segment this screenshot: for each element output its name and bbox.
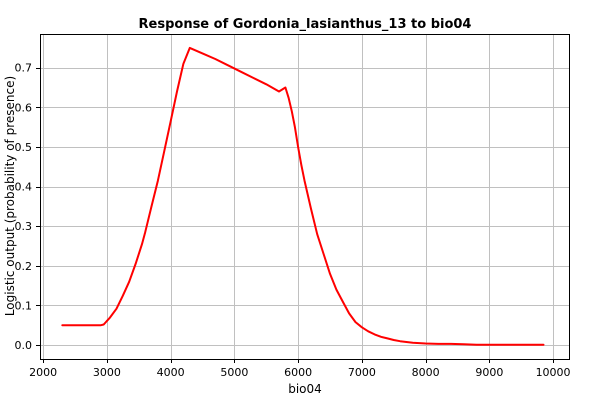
x-tick-label: 4000: [157, 366, 185, 379]
x-tick-label: 9000: [475, 366, 503, 379]
y-tick-label: 0.6: [15, 101, 33, 114]
chart-title: Response of Gordonia_lasianthus_13 to bi…: [139, 17, 472, 32]
axes-layer: 2000 3000 4000 5000 6000 7000 8000 9000 10000 0.0…: [15, 34, 571, 379]
y-tick-label: 0.0: [15, 339, 33, 352]
x-axis-label: bio04: [288, 382, 322, 396]
y-tick-label: 0.1: [15, 299, 33, 312]
x-tick-label: 3000: [93, 366, 121, 379]
series-layer: [61, 46, 545, 346]
x-tick-label: 8000: [412, 366, 440, 379]
x-tick-label: 6000: [284, 366, 312, 379]
y-tick-label: 0.5: [15, 141, 33, 154]
y-tick-label: 0.7: [15, 62, 33, 75]
y-tick-label: 0.2: [15, 260, 33, 273]
grid-layer: [40, 34, 569, 359]
x-tick-label: 5000: [220, 366, 248, 379]
plot-frame: [40, 34, 570, 360]
y-tick-label: 0.3: [15, 220, 33, 233]
y-tick-label: 0.4: [15, 181, 33, 194]
response-curve-line: [61, 46, 545, 346]
x-tick-label: 2000: [29, 366, 57, 379]
y-axis-label: Logistic output (probability of presence…: [3, 76, 17, 316]
x-tick-label: 7000: [348, 366, 376, 379]
x-tick-label: 10000: [536, 366, 571, 379]
